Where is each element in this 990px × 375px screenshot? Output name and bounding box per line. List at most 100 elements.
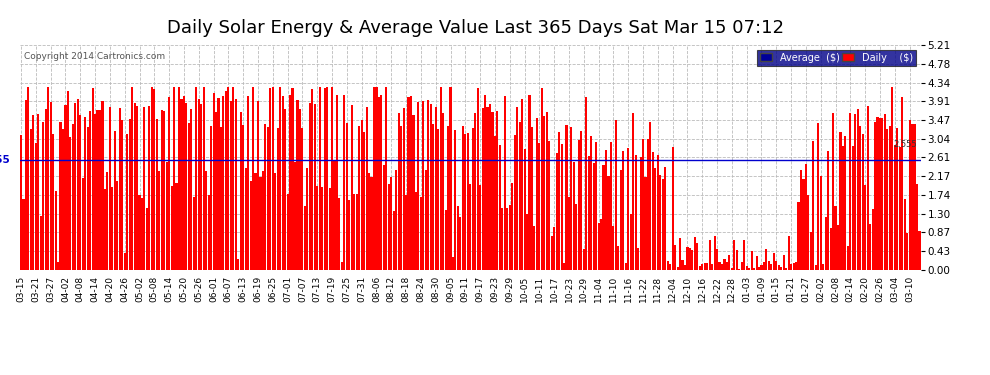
Bar (59, 122, 61, 270)
Bar (243, 124, 245, 270)
Bar (393, 211, 395, 270)
Bar (548, 141, 550, 270)
Bar (150, 87, 152, 270)
Bar (124, 253, 126, 270)
Bar (33, 115, 35, 270)
Bar (817, 123, 820, 270)
Bar (30, 129, 32, 270)
Bar (901, 97, 903, 270)
Bar (812, 141, 815, 270)
Bar (230, 101, 232, 270)
Bar (445, 210, 446, 270)
Bar (531, 127, 533, 270)
Bar (390, 177, 392, 270)
Bar (876, 117, 878, 270)
Bar (874, 122, 876, 270)
Bar (810, 232, 812, 270)
Text: Copyright 2014 Cartronics.com: Copyright 2014 Cartronics.com (25, 52, 165, 61)
Bar (20, 135, 22, 270)
Bar (768, 261, 770, 270)
Bar (504, 96, 506, 270)
Bar (339, 198, 341, 270)
Bar (760, 265, 762, 270)
Bar (840, 132, 842, 270)
Bar (200, 104, 202, 270)
Bar (519, 122, 521, 270)
Bar (350, 105, 352, 270)
Bar (800, 170, 802, 270)
Bar (734, 240, 736, 270)
Bar (148, 106, 150, 270)
Bar (595, 142, 597, 270)
Bar (701, 264, 703, 270)
Bar (753, 268, 755, 270)
Bar (360, 120, 362, 270)
Bar (420, 196, 422, 270)
Bar (48, 87, 50, 270)
Bar (314, 104, 316, 270)
Bar (509, 205, 511, 270)
Bar (583, 249, 585, 270)
Bar (785, 268, 787, 270)
Bar (316, 186, 318, 270)
Bar (578, 140, 580, 270)
Bar (605, 150, 607, 270)
Bar (499, 145, 501, 270)
Bar (218, 98, 220, 270)
Bar (35, 143, 37, 270)
Bar (501, 208, 503, 270)
Bar (225, 91, 227, 270)
Bar (155, 119, 157, 270)
Bar (413, 116, 415, 270)
Bar (72, 124, 74, 270)
Bar (471, 128, 474, 270)
Bar (539, 143, 541, 270)
Bar (50, 102, 51, 270)
Bar (830, 228, 832, 270)
Bar (711, 264, 713, 270)
Bar (175, 183, 177, 270)
Bar (254, 172, 256, 270)
Bar (185, 103, 187, 270)
Bar (430, 104, 432, 270)
Bar (864, 185, 866, 270)
Bar (770, 264, 772, 270)
Bar (469, 184, 471, 270)
Bar (714, 236, 716, 270)
Bar (466, 133, 469, 270)
Bar (790, 264, 792, 270)
Bar (259, 177, 261, 270)
Bar (410, 96, 412, 270)
Bar (550, 236, 552, 270)
Bar (274, 174, 276, 270)
Bar (861, 135, 863, 270)
Bar (301, 128, 304, 270)
Bar (479, 185, 481, 270)
Bar (296, 100, 299, 270)
Bar (291, 88, 294, 270)
Bar (284, 110, 286, 270)
Bar (884, 114, 886, 270)
Bar (245, 168, 247, 270)
Bar (408, 97, 410, 270)
Bar (541, 88, 543, 270)
Bar (822, 264, 825, 270)
Bar (257, 101, 259, 270)
Bar (321, 187, 323, 270)
Bar (456, 206, 459, 270)
Bar (669, 264, 671, 270)
Bar (173, 87, 175, 270)
Bar (881, 118, 883, 270)
Bar (45, 109, 47, 270)
Bar (403, 108, 405, 270)
Bar (276, 128, 279, 270)
Bar (168, 98, 170, 270)
Bar (281, 96, 284, 270)
Bar (136, 106, 138, 270)
Bar (38, 114, 40, 270)
Bar (684, 265, 686, 270)
Bar (630, 214, 632, 270)
Bar (506, 208, 508, 270)
Bar (565, 125, 567, 270)
Bar (304, 206, 306, 270)
